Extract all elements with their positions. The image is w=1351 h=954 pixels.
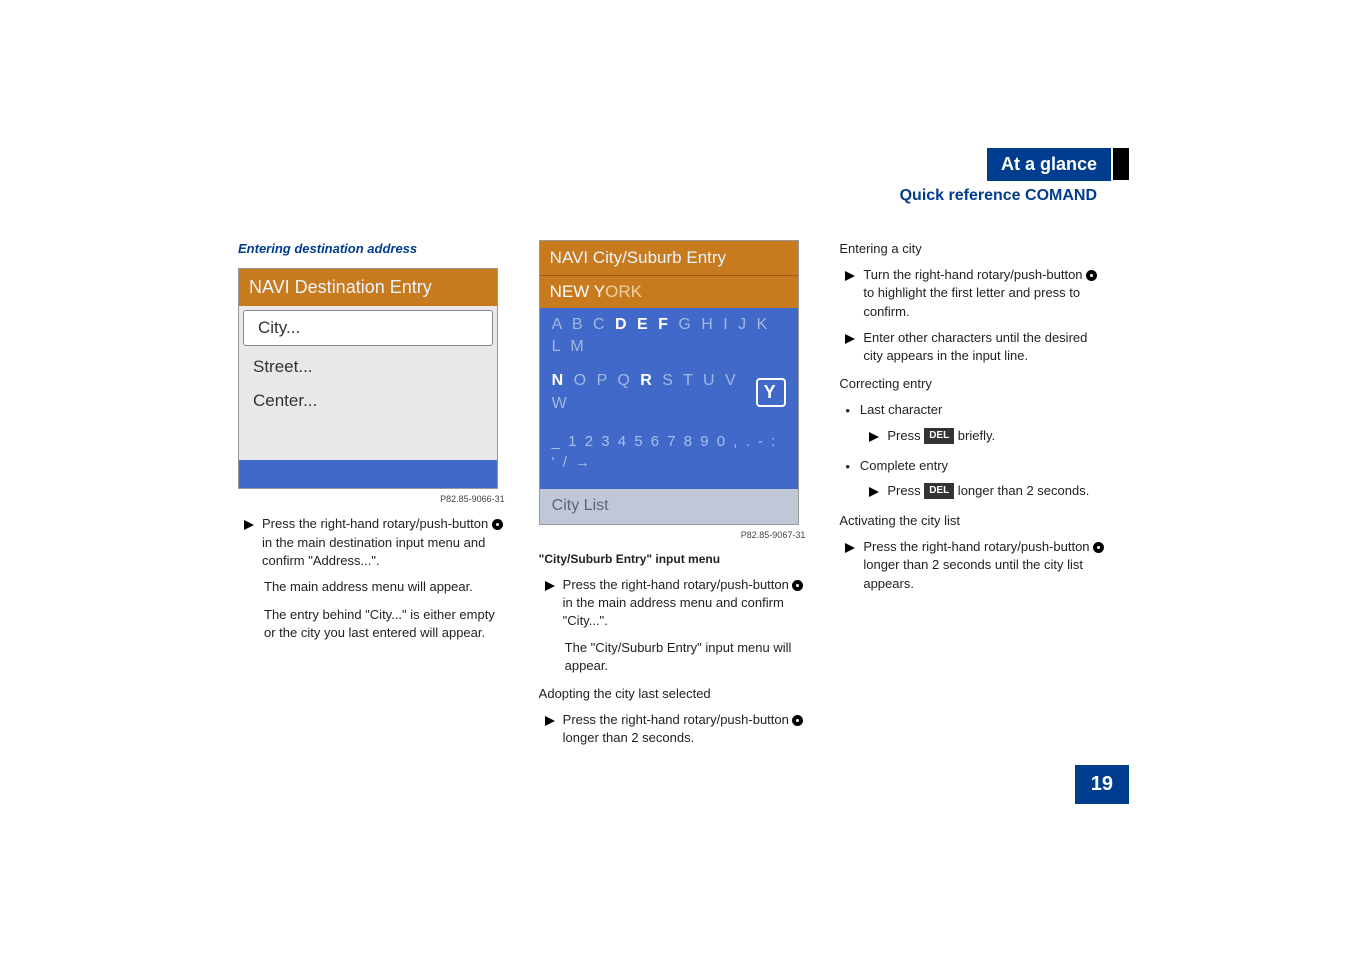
sub-heading: Correcting entry [839,375,1108,393]
instruction-step: Press the right-hand rotary/push-button … [539,711,808,747]
step-text: Press the right-hand rotary/push-button … [563,576,808,631]
navi-header: NAVI Destination Entry [239,269,497,306]
instruction-note: The entry behind "City..." is either emp… [238,606,507,642]
header-accent-block [1113,148,1129,180]
sub-heading: Activating the city list [839,512,1108,530]
instruction-step: Enter other characters until the desired… [839,329,1108,365]
section-heading: Entering destination address [238,240,507,258]
navi-city-line: NEW YORK [540,275,798,308]
bullet-item: • Last character [839,401,1108,420]
content-region: Entering destination address NAVI Destin… [238,240,1108,755]
navi-number-row: _ 1 2 3 4 5 6 7 8 9 0 , . - : ' / → [540,421,798,489]
bullet-icon: • [845,458,850,476]
step-text: Press the right-hand rotary/push-button … [563,711,808,747]
navi-blue-footer [239,460,497,488]
knob-icon [792,715,803,726]
figure-caption: "City/Suburb Entry" input menu [539,551,808,568]
bullet-text: Complete entry [860,457,948,476]
sub-heading: Entering a city [839,240,1108,258]
knob-icon [792,580,803,591]
page-header: At a glance Quick reference COMAND [900,148,1111,205]
del-key-badge: DEL [924,483,954,499]
navi-item-street: Street... [239,350,497,384]
del-key-badge: DEL [924,428,954,444]
nested-step: Press DEL longer than 2 seconds. [839,482,1108,502]
step-text: Press DEL longer than 2 seconds. [887,482,1108,502]
knob-icon [492,519,503,530]
navi-item-city: City... [243,310,493,346]
triangle-icon [845,540,855,593]
navi-header: NAVI City/Suburb Entry [540,241,798,275]
triangle-icon [545,713,555,747]
header-title: At a glance [987,148,1111,181]
navi-item-center: Center... [239,384,497,418]
y-highlight-box: Y [756,378,786,407]
bullet-icon: • [845,402,850,420]
navi-city-entry-screenshot: NAVI City/Suburb Entry NEW YORK A B C D … [539,240,799,525]
instruction-step: Turn the right-hand rotary/push-button t… [839,266,1108,321]
triangle-icon [845,331,855,365]
step-text: Enter other characters until the desired… [863,329,1108,365]
column-1: Entering destination address NAVI Destin… [238,240,507,755]
instruction-step: Press the right-hand rotary/push-button … [539,576,808,631]
navi-alpha-row2: N O P Q R S T U V W Y [540,364,798,421]
triangle-icon [845,268,855,321]
navi-alpha-row1: A B C D E F G H I J K L M [540,308,798,365]
knob-icon [1093,542,1104,553]
knob-icon [1086,270,1097,281]
sub-heading: Adopting the city last selected [539,685,808,703]
image-reference: P82.85-9066-31 [238,493,505,506]
instruction-note: The "City/Suburb Entry" input menu will … [539,639,808,675]
page-number: 19 [1075,765,1129,804]
header-subtitle: Quick reference COMAND [900,187,1111,205]
step-text: Turn the right-hand rotary/push-button t… [863,266,1108,321]
instruction-step: Press the right-hand rotary/push-button … [238,515,507,570]
bullet-item: • Complete entry [839,457,1108,476]
column-2: NAVI City/Suburb Entry NEW YORK A B C D … [539,240,808,755]
nested-step: Press DEL briefly. [839,427,1108,447]
navi-citylist-row: City List [540,489,798,523]
triangle-icon [545,578,555,631]
triangle-icon [869,429,879,447]
step-text: Press the right-hand rotary/push-button … [262,515,507,570]
triangle-icon [869,484,879,502]
instruction-step: Press the right-hand rotary/push-button … [839,538,1108,593]
bullet-text: Last character [860,401,942,420]
navi-destination-screenshot: NAVI Destination Entry City... Street...… [238,268,498,489]
column-3: Entering a city Turn the right-hand rota… [839,240,1108,755]
triangle-icon [244,517,254,570]
image-reference: P82.85-9067-31 [539,529,806,542]
instruction-note: The main address menu will appear. [238,578,507,596]
step-text: Press DEL briefly. [887,427,1108,447]
step-text: Press the right-hand rotary/push-button … [863,538,1108,593]
